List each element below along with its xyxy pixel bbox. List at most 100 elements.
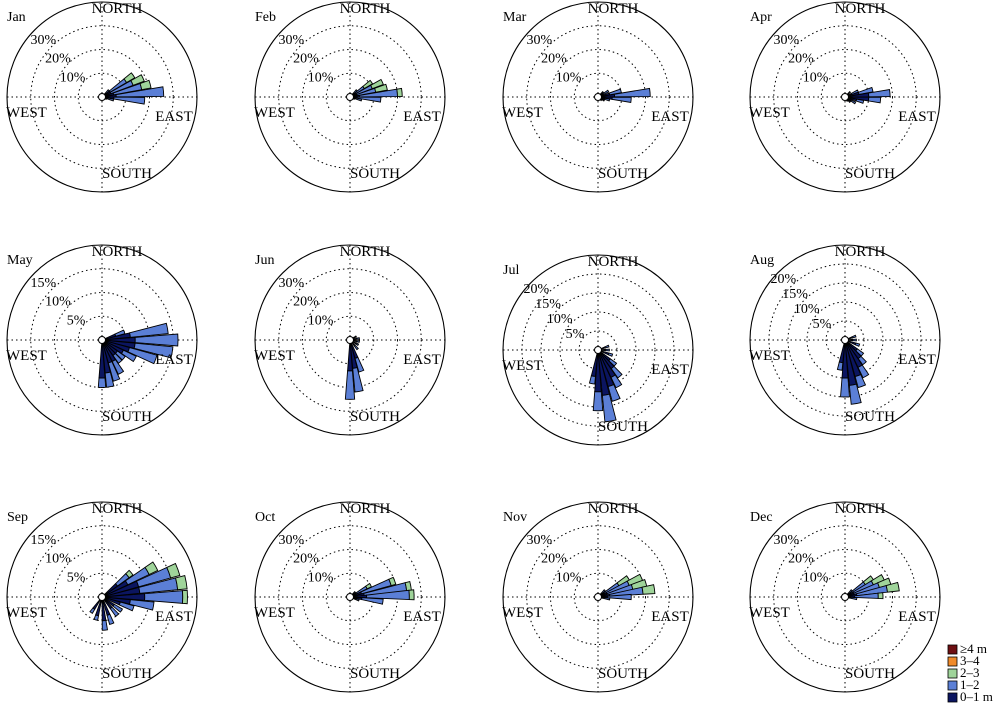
rose-panel-nov: 10% 20% 30% NORTH SOUTH EAST WEST Nov <box>502 501 694 693</box>
rose-wedge-175-band-1 <box>101 619 109 631</box>
rose-center <box>98 336 106 344</box>
rose-ring <box>797 49 893 145</box>
rose-wedge-170-band-1 <box>848 383 862 405</box>
rose-wedge-100-band-1 <box>602 596 611 601</box>
rose-wedge-105-band-1 <box>353 97 363 102</box>
south-label: SOUTH <box>350 666 400 682</box>
rose-wedge-180-band-1 <box>840 377 850 398</box>
month-title: Nov <box>503 510 527 525</box>
legend-swatch-2-3 <box>947 668 958 679</box>
rose-ring-label: 15% <box>30 276 56 291</box>
rose-ring-label: 30% <box>773 533 799 548</box>
rose-wedge-95-band-1 <box>356 96 382 103</box>
rose-center <box>594 593 602 601</box>
legend-label-ge4: ≥4 m <box>960 641 987 656</box>
rose-ring-label: 20% <box>293 295 319 310</box>
rose-wedge-180-band-1 <box>344 370 356 400</box>
rose-panel-jul: 5%10%15%20% NORTH SOUTH EAST WEST Jul <box>502 254 694 446</box>
rose-wedge-85-band-1 <box>867 89 891 98</box>
north-label: NORTH <box>92 501 143 517</box>
west-label: WEST <box>254 605 295 621</box>
rose-ring <box>302 292 398 388</box>
rose-ring-label: 30% <box>773 33 799 48</box>
rose-ring <box>30 25 174 169</box>
rose-panel-may: 5% 10% 15% NORTH SOUTH EAST WEST May <box>6 244 198 436</box>
south-label: SOUTH <box>598 666 648 682</box>
north-label: NORTH <box>835 1 886 17</box>
rose-center <box>346 336 354 344</box>
legend-swatch-0-1 <box>947 692 958 703</box>
rose-wedge-160-band-1 <box>607 383 621 402</box>
rose-ring-label: 5% <box>67 313 86 328</box>
rose-ring <box>278 25 422 169</box>
rose-wedge-170-band-1 <box>104 371 115 388</box>
east-label: EAST <box>155 352 193 368</box>
rose-center <box>346 593 354 601</box>
north-label: NORTH <box>588 1 639 17</box>
rose-wedge-190-band-1 <box>836 361 844 371</box>
rose-ring-label: 20% <box>788 552 814 567</box>
rose-wedge-125-band-1 <box>112 603 124 613</box>
rose-ring-label: 30% <box>278 33 304 48</box>
month-title: Oct <box>255 510 275 525</box>
rose-panel-apr: 10% 20% 30% NORTH SOUTH EAST WEST Apr <box>749 1 941 193</box>
rose-panel-mar: 10% 20% 30% NORTH SOUTH EAST WEST Mar <box>502 1 694 193</box>
rose-wedge-130-band-1 <box>114 350 126 361</box>
rose-wedge-88-band-2 <box>408 589 415 601</box>
rose-wedge-120-band-1 <box>850 99 857 105</box>
west-label: WEST <box>254 105 295 121</box>
rose-ring-label: 10% <box>308 313 334 328</box>
rose-panel-aug: 5%10%15%20% NORTH SOUTH EAST WEST Aug <box>749 244 941 436</box>
rose-ring-label: 5% <box>813 317 832 332</box>
north-label: NORTH <box>835 501 886 517</box>
east-label: EAST <box>898 109 936 125</box>
rose-wedge-140-band-1 <box>109 606 120 617</box>
rose-wedge-180-band-1 <box>97 377 107 388</box>
rose-wedge-75-band-2 <box>374 83 388 93</box>
rose-wedge-160-band-1 <box>354 356 365 373</box>
rose-wedge-95-band-1 <box>611 96 632 104</box>
rose-wedge-105-band-1 <box>105 97 115 102</box>
month-title: Feb <box>255 10 276 25</box>
rose-wedge-110-band-1 <box>118 601 135 612</box>
month-title: Apr <box>750 10 772 25</box>
rose-wedge-100-band-1 <box>129 599 155 611</box>
legend-label-0-1: 0–1 m <box>960 689 993 704</box>
rose-wedge-90-band-1 <box>852 338 857 342</box>
rose-ring-label: 10% <box>60 70 86 85</box>
rose-wedge-45-band-1 <box>352 89 358 95</box>
legend-swatch-ge4 <box>947 644 958 655</box>
rose-wedge-45-band-1 <box>600 589 606 595</box>
rose-wedge-105-band-1 <box>604 97 611 102</box>
rose-wedge-110-band-1 <box>353 597 360 602</box>
rose-ring-label: 30% <box>278 276 304 291</box>
rose-wedge-95-band-1 <box>867 96 882 104</box>
north-label: NORTH <box>92 244 143 260</box>
rose-wedge-60-band-2 <box>144 561 159 576</box>
rose-wedge-75-band-1 <box>857 86 874 95</box>
month-title: Jul <box>503 263 519 278</box>
south-label: SOUTH <box>598 419 648 435</box>
rose-wedge-80-band-2 <box>175 575 188 591</box>
rose-ring <box>278 268 422 412</box>
north-label: NORTH <box>340 1 391 17</box>
west-label: WEST <box>502 358 543 374</box>
south-label: SOUTH <box>845 409 895 425</box>
rose-center <box>841 93 849 101</box>
rose-center <box>594 93 602 101</box>
rose-ring <box>773 25 917 169</box>
rose-panel-dec: 10% 20% 30% NORTH SOUTH EAST WEST Dec <box>749 501 941 693</box>
rose-wedge-45-band-1 <box>600 90 605 95</box>
rose-center <box>98 593 106 601</box>
rose-ring <box>773 525 917 669</box>
rose-wedge-75-band-2 <box>139 79 152 91</box>
rose-wedge-135-band-1 <box>847 99 852 104</box>
rose-panel-feb: 10% 20% 30% NORTH SOUTH EAST WEST Feb <box>254 1 446 193</box>
rose-wedge-85-band-1 <box>115 86 165 98</box>
rose-ring <box>526 25 670 169</box>
rose-wedge-90-band-1 <box>605 348 610 352</box>
rose-panel-sep: 5% 10% 15% NORTH SOUTH EAST WEST Sep <box>6 501 198 693</box>
rose-wedge-85-band-1 <box>613 87 651 98</box>
rose-ring-label: 10% <box>45 295 71 310</box>
rose-wedge-98-band-1 <box>361 597 384 605</box>
